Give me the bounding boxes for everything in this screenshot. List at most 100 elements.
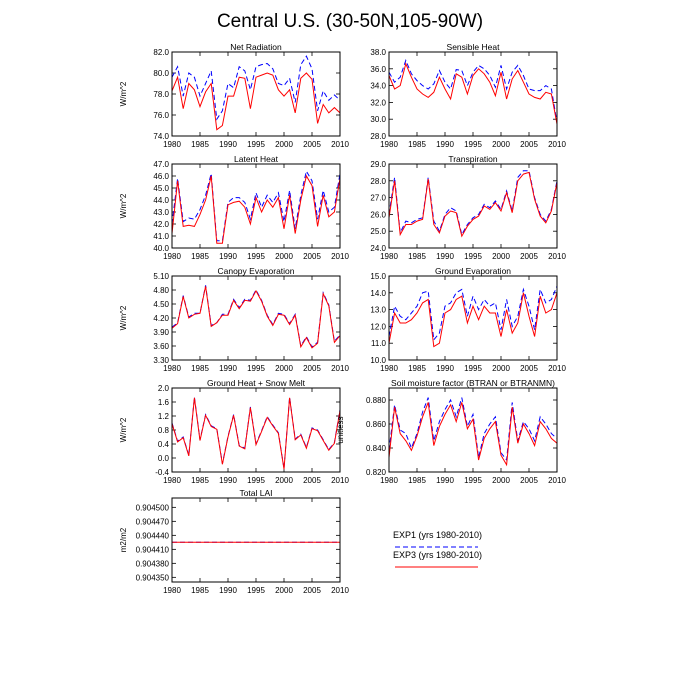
panel-total-lai-ytick-label: 0.904350 <box>136 573 170 582</box>
panel-ground-heat-snow-melt-title: Ground Heat + Snow Melt <box>207 378 306 388</box>
panel-latent-heat-xtick-label: 2000 <box>275 252 293 261</box>
panel-ground-heat-snow-melt-ytick-label: 0.8 <box>158 426 170 435</box>
panel-soil-moisture-factor-btran-or-btranmn-ylabel: unitless <box>336 416 345 443</box>
panel-sensible-heat-ytick-label: 28.0 <box>370 132 386 141</box>
panel-ground-heat-snow-melt-xtick-label: 2000 <box>275 476 293 485</box>
panel-sensible-heat-series-exp1-line <box>388 58 558 123</box>
panel-soil-moisture-factor-btran-or-btranmn-frame <box>388 387 558 473</box>
panel-sensible-heat-xtick-label: 2010 <box>548 140 566 149</box>
panel-transpiration-xtick-label: 2005 <box>520 252 538 261</box>
panel-transpiration-series-exp1-line <box>388 170 558 236</box>
panel-soil-moisture-factor-btran-or-btranmn: Soil moisture factor (BTRAN or BTRANMN) u… <box>336 378 566 485</box>
panel-total-lai-xtick-label: 2010 <box>331 586 349 595</box>
panel-latent-heat-xtick-label: 2005 <box>303 252 321 261</box>
panel-sensible-heat-ytick-label: 30.0 <box>370 115 386 124</box>
panel-ground-heat-snow-melt-xtick-label: 1995 <box>247 476 265 485</box>
legend-entry-exp1-label: EXP1 (yrs 1980-2010) <box>393 530 482 540</box>
panel-total-lai: Total LAI m2/m2 0.904350 0.904380 0.904410 0.… <box>119 488 349 595</box>
panel-soil-moisture-factor-btran-or-btranmn-ytick-label: 0.840 <box>366 444 387 453</box>
panel-canopy-evaporation-xtick-label: 2010 <box>331 364 349 373</box>
panel-sensible-heat-title: Sensible Heat <box>447 42 501 52</box>
panel-ground-heat-snow-melt-xtick-label: 1980 <box>163 476 181 485</box>
panel-canopy-evaporation-ytick-label: 3.60 <box>153 342 169 351</box>
panel-ground-heat-snow-melt-ytick-label: 0.0 <box>158 454 170 463</box>
panel-ground-evaporation-xtick-label: 1985 <box>408 364 426 373</box>
panel-soil-moisture-factor-btran-or-btranmn-xtick-label: 2010 <box>548 476 566 485</box>
panel-ground-evaporation: Ground Evaporation 10.0 11.0 12.0 13.0 14.0 15… <box>370 266 566 373</box>
panel-sensible-heat-xtick-label: 1985 <box>408 140 426 149</box>
panel-latent-heat-ytick-label: 45.0 <box>153 184 169 193</box>
panel-transpiration-xtick-label: 2000 <box>492 252 510 261</box>
panel-canopy-evaporation-xtick-label: 2005 <box>303 364 321 373</box>
panel-ground-evaporation-series-exp3-line <box>388 292 558 348</box>
panel-latent-heat-ytick-label: 44.0 <box>153 196 169 205</box>
panel-total-lai-ytick-label: 0.904410 <box>136 545 170 554</box>
panel-latent-heat-frame <box>171 163 341 249</box>
panel-transpiration-xtick-label: 1985 <box>408 252 426 261</box>
panel-canopy-evaporation: Canopy Evaporation W/m^2 3.30 3.60 3.90 4.20 4… <box>119 266 349 373</box>
panel-total-lai-ylabel: m2/m2 <box>119 527 128 552</box>
panel-ground-heat-snow-melt-frame <box>171 387 341 473</box>
panel-canopy-evaporation-xtick-label: 1990 <box>219 364 237 373</box>
panel-net-radiation-ytick-label: 76.0 <box>153 111 169 120</box>
panel-total-lai-ytick-label: 0.904500 <box>136 503 170 512</box>
panel-latent-heat-ytick-label: 47.0 <box>153 160 169 169</box>
figure-title: Central U.S. (30-50N,105-90W) <box>217 11 483 32</box>
panel-ground-evaporation-title: Ground Evaporation <box>435 266 511 276</box>
panel-transpiration-ytick-label: 27.0 <box>370 194 386 203</box>
panel-sensible-heat: Sensible Heat 28.0 30.0 32.0 34.0 36.0 38.0 198… <box>370 42 566 149</box>
panel-ground-heat-snow-melt: Ground Heat + Snow Melt W/m^2 -0.4 0.0 0.4 0.… <box>119 378 349 485</box>
panel-ground-heat-snow-melt-ytick-label: -0.4 <box>155 468 169 477</box>
panel-transpiration-xtick-label: 1995 <box>464 252 482 261</box>
panel-total-lai-xtick-label: 1990 <box>219 586 237 595</box>
panel-ground-heat-snow-melt-ytick-label: 1.6 <box>158 398 170 407</box>
panel-net-radiation-frame <box>171 51 341 137</box>
panel-ground-heat-snow-melt-ytick-label: 1.2 <box>158 412 170 421</box>
panel-canopy-evaporation-series-exp1-line <box>171 285 341 348</box>
panel-ground-evaporation-ytick-label: 10.0 <box>370 356 386 365</box>
panel-grid: Net Radiation W/m^2 74.0 76.0 78.0 80.0 82.0 19… <box>119 42 566 595</box>
panel-canopy-evaporation-ytick-label: 4.20 <box>153 314 169 323</box>
panel-ground-evaporation-xtick-label: 1980 <box>380 364 398 373</box>
panel-total-lai-xtick-label: 2005 <box>303 586 321 595</box>
panel-ground-evaporation-xtick-label: 2010 <box>548 364 566 373</box>
panel-latent-heat-ytick-label: 41.0 <box>153 232 169 241</box>
panel-canopy-evaporation-ytick-label: 3.90 <box>153 328 169 337</box>
panel-soil-moisture-factor-btran-or-btranmn-xtick-label: 1985 <box>408 476 426 485</box>
panel-transpiration-ytick-label: 26.0 <box>370 210 386 219</box>
panel-canopy-evaporation-ytick-label: 4.80 <box>153 286 169 295</box>
panel-soil-moisture-factor-btran-or-btranmn-ytick-label: 0.880 <box>366 396 387 405</box>
panel-ground-evaporation-ytick-label: 14.0 <box>370 289 386 298</box>
panel-transpiration-ytick-label: 28.0 <box>370 177 386 186</box>
panel-ground-evaporation-frame <box>388 275 558 361</box>
panel-ground-evaporation-xtick-label: 1995 <box>464 364 482 373</box>
panel-ground-heat-snow-melt-xtick-label: 2010 <box>331 476 349 485</box>
panel-latent-heat-ytick-label: 40.0 <box>153 244 169 253</box>
panel-latent-heat-series-exp3-line <box>171 174 341 244</box>
panel-net-radiation-xtick-label: 1985 <box>191 140 209 149</box>
panel-sensible-heat-ytick-label: 36.0 <box>370 65 386 74</box>
panel-transpiration-ytick-label: 24.0 <box>370 244 386 253</box>
panel-net-radiation-xtick-label: 1980 <box>163 140 181 149</box>
panel-soil-moisture-factor-btran-or-btranmn-xtick-label: 1990 <box>436 476 454 485</box>
panel-ground-heat-snow-melt-series-exp1-line <box>171 397 341 469</box>
panel-ground-evaporation-series-exp1-line <box>388 285 558 342</box>
panel-transpiration-series-exp3-line <box>388 171 558 238</box>
panel-latent-heat-xtick-label: 2010 <box>331 252 349 261</box>
panel-total-lai-xtick-label: 1985 <box>191 586 209 595</box>
panel-transpiration-xtick-label: 2010 <box>548 252 566 261</box>
panel-transpiration-title: Transpiration <box>448 154 498 164</box>
panel-latent-heat-xtick-label: 1990 <box>219 252 237 261</box>
panel-ground-heat-snow-melt-ylabel: W/m^2 <box>119 417 128 442</box>
panel-ground-evaporation-xtick-label: 2000 <box>492 364 510 373</box>
panel-total-lai-title: Total LAI <box>239 488 272 498</box>
panel-soil-moisture-factor-btran-or-btranmn-series-exp3-line <box>388 402 558 467</box>
panel-sensible-heat-xtick-label: 1995 <box>464 140 482 149</box>
panel-latent-heat-ytick-label: 43.0 <box>153 208 169 217</box>
panel-net-radiation-ytick-label: 82.0 <box>153 48 169 57</box>
panel-net-radiation-title: Net Radiation <box>230 42 282 52</box>
legend: EXP1 (yrs 1980-2010) EXP3 (yrs 1980-2010) <box>393 530 482 568</box>
panel-net-radiation-xtick-label: 1995 <box>247 140 265 149</box>
panel-net-radiation: Net Radiation W/m^2 74.0 76.0 78.0 80.0 82.0 19… <box>119 42 349 149</box>
